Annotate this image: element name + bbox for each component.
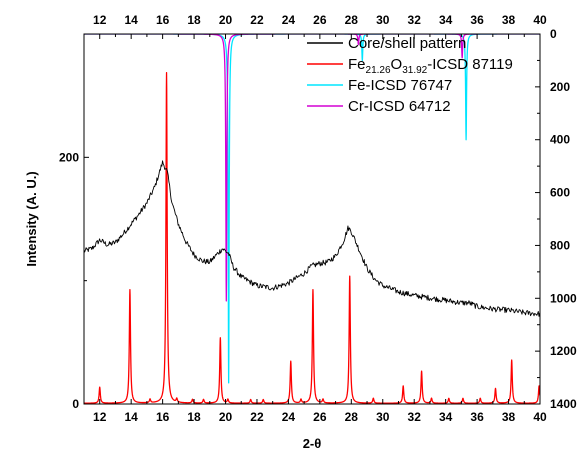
x-tick-label-bottom: 18 — [187, 410, 201, 424]
y-right-tick-label: 200 — [550, 80, 570, 94]
cr-icsd-64712-line — [84, 34, 540, 302]
x-tick-label-top: 20 — [219, 13, 233, 27]
y-left-tick-label: 0 — [72, 397, 79, 411]
x-tick-label-bottom: 32 — [408, 410, 422, 424]
ticks-layer: 12 12 14 14 16 16 18 18 20 20 22 22 24 24 26 26 28 28 30 30… — [59, 13, 577, 424]
x-tick-label-top: 12 — [93, 13, 107, 27]
x-tick-label-top: 28 — [345, 13, 359, 27]
x-tick-label-bottom: 24 — [282, 410, 296, 424]
x-tick-label-bottom: 34 — [439, 410, 453, 424]
x-tick-label-bottom: 40 — [533, 410, 547, 424]
x-tick-label-top: 26 — [313, 13, 327, 27]
x-tick-label-top: 32 — [408, 13, 422, 27]
y-right-tick-label: 0 — [550, 27, 557, 41]
legend-label-fe-icsd-76747: Fe-ICSD 76747 — [348, 77, 452, 94]
legend-label-fe21-26o31-92-icsd-87119: Fe21.26O31.92-ICSD 87119 — [348, 56, 513, 76]
x-tick-label-bottom: 26 — [313, 410, 327, 424]
x-tick-label-bottom: 36 — [470, 410, 484, 424]
x-tick-label-bottom: 20 — [219, 410, 233, 424]
legend: Core/shell pattern Fe21.26O31.92-ICSD 871… — [307, 35, 513, 115]
x-tick-label-top: 14 — [124, 13, 138, 27]
legend-label-core-shell-pattern: Core/shell pattern — [348, 35, 466, 52]
y-left-tick-label: 200 — [59, 150, 79, 164]
x-tick-label-top: 22 — [250, 13, 264, 27]
series-layer — [84, 34, 540, 404]
y-right-tick-label: 600 — [550, 186, 570, 200]
x-tick-label-top: 40 — [533, 13, 547, 27]
x-tick-label-bottom: 30 — [376, 410, 390, 424]
x-tick-label-bottom: 12 — [93, 410, 107, 424]
y-right-tick-label: 800 — [550, 238, 570, 252]
legend-label-cr-icsd-64712: Cr-ICSD 64712 — [348, 98, 451, 115]
x-tick-label-top: 24 — [282, 13, 296, 27]
y-right-tick-label: 1200 — [550, 344, 577, 358]
y-right-tick-label: 1000 — [550, 291, 577, 305]
x-tick-label-bottom: 28 — [345, 410, 359, 424]
x-axis-title: 2-θ — [303, 436, 322, 451]
x-tick-label-top: 16 — [156, 13, 170, 27]
x-tick-label-bottom: 38 — [502, 410, 516, 424]
x-tick-label-top: 30 — [376, 13, 390, 27]
core-shell-pattern-line — [84, 160, 540, 317]
x-tick-label-top: 38 — [502, 13, 516, 27]
x-tick-label-bottom: 16 — [156, 410, 170, 424]
x-tick-label-bottom: 22 — [250, 410, 264, 424]
y-right-tick-label: 400 — [550, 133, 570, 147]
x-tick-label-top: 36 — [470, 13, 484, 27]
fe21-26o31-92-icsd-87119-line — [84, 71, 540, 404]
x-tick-label-top: 34 — [439, 13, 453, 27]
y-axis-title: Intensity (A. U.) — [24, 171, 39, 266]
x-tick-label-top: 18 — [187, 13, 201, 27]
x-tick-label-bottom: 14 — [124, 410, 138, 424]
y-right-tick-label: 1400 — [550, 397, 577, 411]
